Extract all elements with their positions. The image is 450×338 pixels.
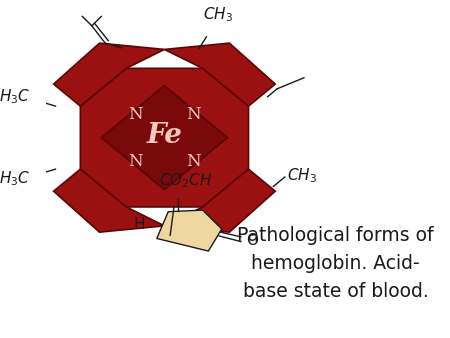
Polygon shape <box>81 68 248 207</box>
Text: N: N <box>128 153 143 170</box>
Text: $H_3C$: $H_3C$ <box>0 87 31 106</box>
Text: $CH_3$: $CH_3$ <box>287 166 317 185</box>
Polygon shape <box>164 43 275 106</box>
Text: O: O <box>247 233 259 247</box>
Polygon shape <box>164 169 275 232</box>
Text: Fe: Fe <box>147 122 182 149</box>
Text: Pathological forms of
hemoglobin. Acid-
base state of blood.: Pathological forms of hemoglobin. Acid- … <box>237 226 434 301</box>
Polygon shape <box>101 86 228 190</box>
Text: $H_3C$: $H_3C$ <box>0 169 31 188</box>
Text: H: H <box>134 217 145 232</box>
Polygon shape <box>54 169 164 232</box>
Text: $CO_2CH$: $CO_2CH$ <box>159 171 212 190</box>
Polygon shape <box>157 210 222 251</box>
Text: N: N <box>186 153 200 170</box>
Text: $CH_3$: $CH_3$ <box>203 5 233 24</box>
Text: N: N <box>128 105 143 122</box>
Text: N: N <box>186 105 200 122</box>
Polygon shape <box>54 43 164 106</box>
